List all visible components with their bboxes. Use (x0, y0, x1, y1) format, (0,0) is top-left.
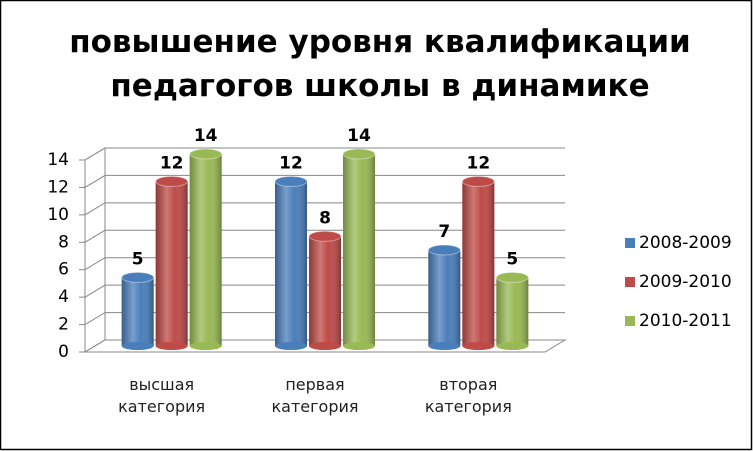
grid-line (84, 339, 565, 353)
value-label: 5 (132, 249, 144, 269)
value-label: 14 (347, 126, 371, 146)
bar-shade (496, 277, 529, 346)
value-label: 12 (279, 153, 303, 173)
bar-shade (155, 181, 188, 346)
bar-shade (428, 250, 461, 346)
legend-swatch (625, 277, 635, 287)
y-tick-label: 12 (47, 177, 69, 197)
legend-label: 2010-2011 (639, 311, 732, 331)
bar-shade (343, 154, 375, 346)
x-tick-label: высшая категория (118, 375, 206, 416)
bar-shade (309, 236, 341, 346)
grid-line (84, 229, 565, 243)
bar-cap (189, 148, 223, 160)
grid-line (84, 174, 565, 188)
y-tick-label: 8 (58, 232, 69, 252)
bar-base (121, 342, 154, 350)
bar-base (275, 342, 307, 350)
bar-base (496, 342, 529, 350)
legend-swatch (625, 316, 635, 326)
grid-line (84, 284, 565, 298)
value-label: 7 (438, 222, 450, 242)
grid-line (84, 147, 565, 161)
y-tick-label: 6 (58, 260, 69, 280)
y-tick-label: 0 (58, 342, 69, 362)
bar-cap (427, 244, 461, 256)
bar-cap (121, 271, 155, 283)
bar-shade (121, 277, 154, 346)
grid-line (84, 202, 565, 216)
value-label: 12 (466, 153, 490, 173)
legend-swatch (625, 238, 635, 248)
bar-shade (462, 181, 495, 346)
value-label: 5 (506, 249, 518, 269)
bar-shade (275, 181, 307, 346)
bar-cap (274, 175, 308, 187)
y-tick-label: 10 (47, 205, 69, 225)
bar-cap (308, 230, 342, 242)
value-label: 8 (319, 208, 331, 228)
bar-cap (342, 148, 376, 160)
bar-base (309, 342, 341, 350)
back-wall (84, 147, 106, 353)
grid-line (84, 257, 565, 271)
grid-line (84, 312, 565, 325)
bar-cap (155, 175, 189, 187)
legend-label: 2009-2010 (639, 272, 732, 292)
x-tick-label: первая категория (271, 375, 359, 416)
y-tick-label: 14 (47, 150, 69, 170)
bar-shade (189, 154, 222, 346)
y-tick-label: 4 (58, 287, 69, 307)
bar-cap (495, 271, 529, 283)
bar-base (428, 342, 461, 350)
chart-title: повышение уровня квалификации педагогов … (69, 24, 691, 104)
bar-base (343, 342, 375, 350)
value-label: 14 (194, 126, 218, 146)
bar-base (155, 342, 188, 350)
bar-cap (461, 175, 495, 187)
legend-label: 2008-2009 (639, 233, 732, 253)
x-tick-label: вторая категория (424, 375, 512, 416)
y-tick-label: 2 (58, 315, 69, 335)
bar-base (189, 342, 222, 350)
bar-base (462, 342, 495, 350)
value-label: 12 (160, 153, 184, 173)
